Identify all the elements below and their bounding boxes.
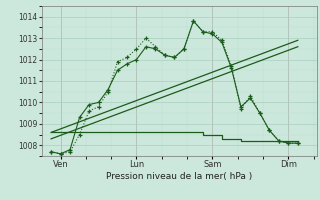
X-axis label: Pression niveau de la mer( hPa ): Pression niveau de la mer( hPa ) [106,172,252,181]
